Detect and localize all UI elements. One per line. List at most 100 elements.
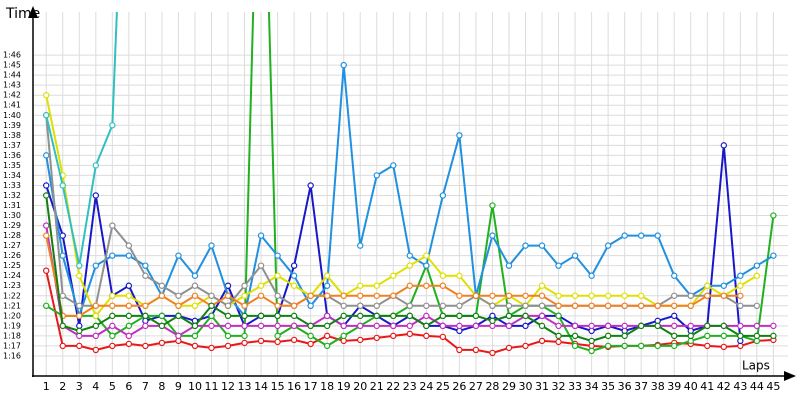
point <box>175 312 182 320</box>
point <box>59 182 66 189</box>
point <box>390 272 397 279</box>
y-tick-label: 1:19 <box>3 321 21 330</box>
point <box>340 332 347 340</box>
point <box>571 302 579 309</box>
y-tick-label: 1:44 <box>3 71 21 80</box>
point <box>274 322 281 330</box>
y-tick-label: 1:33 <box>3 181 21 190</box>
point <box>340 61 347 69</box>
point <box>654 232 661 239</box>
point <box>753 272 761 279</box>
y-tick-label: 1:20 <box>3 311 21 320</box>
point <box>92 346 100 354</box>
point <box>571 252 579 259</box>
point <box>323 272 331 279</box>
point <box>59 252 66 259</box>
point <box>43 152 50 159</box>
point <box>340 322 347 330</box>
point <box>175 332 182 340</box>
point <box>654 322 661 330</box>
point <box>125 312 133 320</box>
point <box>737 322 744 330</box>
point <box>406 252 414 259</box>
point <box>191 292 199 299</box>
point <box>142 262 149 269</box>
x-tick-label: 27 <box>469 380 483 393</box>
y-tick-label: 1:29 <box>3 221 21 230</box>
point <box>191 282 199 289</box>
point <box>191 302 199 309</box>
x-tick-label: 15 <box>271 380 285 393</box>
point <box>604 302 612 309</box>
point <box>687 332 694 340</box>
point <box>76 312 83 320</box>
point <box>373 334 380 342</box>
y-tick-label: 1:34 <box>3 171 21 180</box>
point <box>125 332 133 340</box>
x-tick-label: 34 <box>585 380 599 393</box>
y-tick-label: 1:36 <box>3 151 21 160</box>
point <box>158 322 166 330</box>
point <box>621 322 628 330</box>
point <box>737 282 744 289</box>
x-tick-label: 38 <box>651 380 665 393</box>
point <box>390 332 397 340</box>
point <box>76 327 83 335</box>
point <box>621 332 628 340</box>
point <box>588 292 595 299</box>
point <box>76 342 83 350</box>
point <box>737 272 744 279</box>
point <box>290 282 298 289</box>
y-tick-label: 1:32 <box>3 191 21 200</box>
point <box>522 312 529 320</box>
point <box>323 292 331 299</box>
point <box>439 282 447 289</box>
point <box>456 322 463 330</box>
point <box>423 252 430 259</box>
point <box>340 312 347 320</box>
x-tick-label: 5 <box>109 380 116 393</box>
point <box>109 312 116 320</box>
point <box>43 267 50 274</box>
point <box>208 344 215 352</box>
point <box>770 212 777 219</box>
x-tick-label: 44 <box>750 380 764 393</box>
x-tick-label: 23 <box>403 380 417 393</box>
point <box>571 322 579 330</box>
point <box>671 312 678 320</box>
y-tick-label: 1:41 <box>3 101 21 110</box>
point <box>522 302 529 309</box>
point <box>737 302 744 309</box>
point <box>753 262 761 269</box>
point <box>604 292 612 299</box>
point <box>390 292 397 299</box>
point <box>637 322 645 330</box>
y-tick-label: 1:21 <box>3 301 21 310</box>
point <box>423 322 430 330</box>
point <box>323 322 331 330</box>
point <box>158 282 166 289</box>
point <box>571 332 579 340</box>
point <box>92 262 100 269</box>
point <box>555 292 562 299</box>
point <box>522 342 529 350</box>
point <box>505 312 513 320</box>
point <box>125 292 133 299</box>
x-tick-label: 28 <box>485 380 499 393</box>
point <box>76 272 83 279</box>
y-tick-label: 1:31 <box>3 201 21 210</box>
point <box>290 272 298 279</box>
plot-area <box>43 12 777 357</box>
point <box>687 292 694 299</box>
point <box>158 292 166 299</box>
point <box>43 302 50 309</box>
point <box>737 332 744 340</box>
point <box>704 282 711 289</box>
point <box>76 262 83 269</box>
point <box>604 332 612 340</box>
point <box>307 182 314 189</box>
point <box>357 292 364 299</box>
point <box>257 282 265 289</box>
point <box>604 242 612 249</box>
point <box>423 282 430 289</box>
